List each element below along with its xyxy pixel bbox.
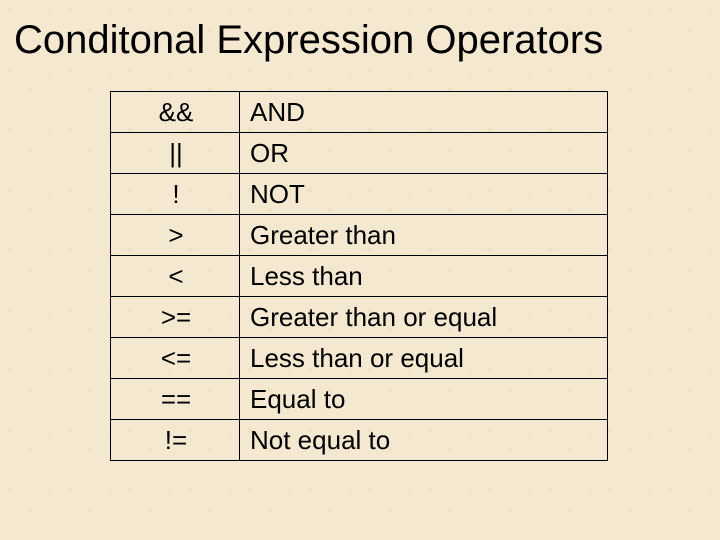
description-cell: Less than or equal <box>240 338 608 379</box>
table-row: <= Less than or equal <box>111 338 608 379</box>
description-cell: NOT <box>240 174 608 215</box>
table-row: == Equal to <box>111 379 608 420</box>
description-cell: Equal to <box>240 379 608 420</box>
table-row: != Not equal to <box>111 420 608 461</box>
description-cell: Greater than <box>240 215 608 256</box>
table-row: < Less than <box>111 256 608 297</box>
operator-cell: < <box>111 256 240 297</box>
operators-table-container: && AND || OR ! NOT > Greater than < Less… <box>110 91 608 461</box>
description-cell: Less than <box>240 256 608 297</box>
operator-cell: != <box>111 420 240 461</box>
table-row: > Greater than <box>111 215 608 256</box>
description-cell: Greater than or equal <box>240 297 608 338</box>
operator-cell: <= <box>111 338 240 379</box>
description-cell: Not equal to <box>240 420 608 461</box>
description-cell: OR <box>240 133 608 174</box>
operators-table: && AND || OR ! NOT > Greater than < Less… <box>110 91 608 461</box>
table-row: && AND <box>111 92 608 133</box>
operator-cell: > <box>111 215 240 256</box>
operator-cell: >= <box>111 297 240 338</box>
description-cell: AND <box>240 92 608 133</box>
table-row: >= Greater than or equal <box>111 297 608 338</box>
operator-cell: && <box>111 92 240 133</box>
operator-cell: || <box>111 133 240 174</box>
operator-cell: == <box>111 379 240 420</box>
table-row: || OR <box>111 133 608 174</box>
table-row: ! NOT <box>111 174 608 215</box>
page-title: Conditonal Expression Operators <box>0 0 720 63</box>
operator-cell: ! <box>111 174 240 215</box>
